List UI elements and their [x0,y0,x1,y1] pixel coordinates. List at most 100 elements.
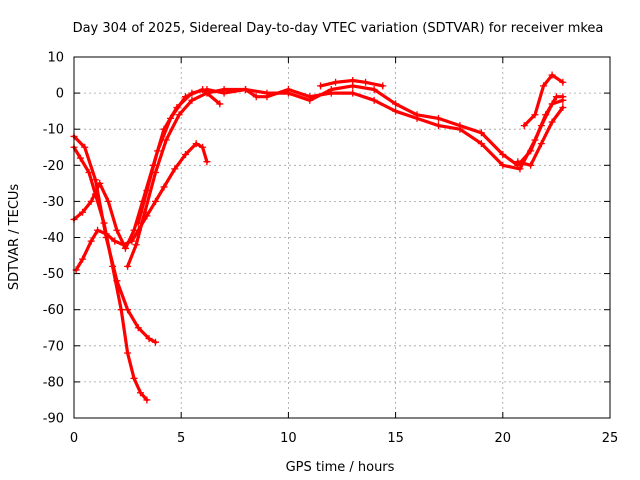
data-point [434,122,442,130]
data-point [166,114,174,122]
data-point [143,396,151,404]
data-point [96,179,104,187]
y-tick-label: -90 [43,412,64,427]
data-point [537,140,545,148]
series-trace-d [72,84,565,250]
x-tick-label: 0 [70,431,78,446]
data-point [171,165,179,173]
data-point [160,183,168,191]
y-tick-label: -50 [43,267,64,282]
data-point [79,255,87,263]
data-point [349,89,357,97]
data-point [349,76,357,84]
data-point [130,226,138,234]
data-point [124,306,132,314]
grid [74,57,610,418]
data-point [85,169,93,177]
data-point [175,111,183,119]
data-point [134,324,142,332]
data-point [104,197,112,205]
data-point [113,226,121,234]
data-point [121,244,129,252]
data-point [499,150,507,158]
data-point [456,125,464,133]
data-point [181,150,189,158]
data-point [136,389,144,397]
data-point [520,122,528,130]
data-point [552,93,560,101]
data-point [143,187,151,195]
y-tick-label: -40 [43,231,64,246]
data-point [531,111,539,119]
x-axis-label: GPS time / hours [286,460,395,475]
data-point [113,277,121,285]
series-trace-e [125,87,565,268]
data-point [87,197,95,205]
y-tick-label: -80 [43,375,64,390]
data-point [540,82,548,90]
data-point [370,85,378,93]
data-layer [70,71,567,404]
x-tick-label: 20 [495,431,512,446]
x-tick-label: 15 [387,431,404,446]
data-point [199,85,207,93]
data-point [117,306,125,314]
data-point [413,114,421,122]
data-point [477,129,485,137]
data-point [151,197,159,205]
data-point [317,82,325,90]
data-point [242,85,250,93]
data-point [124,262,132,270]
y-tick-label: 10 [47,51,64,66]
data-point [559,78,567,86]
data-point [327,89,335,97]
data-point [145,335,153,343]
data-point [220,85,228,93]
data-point [542,111,550,119]
data-point [124,349,132,357]
data-point [132,241,140,249]
data-point [192,140,200,148]
data-point [559,93,567,101]
series-trace-f [136,87,222,225]
data-point [91,176,99,184]
data-point [392,107,400,115]
y-tick-label: -70 [43,339,64,354]
data-point [516,165,524,173]
data-point [434,114,442,122]
data-point [203,158,211,166]
data-point [81,143,89,151]
data-point [499,161,507,169]
x-tick-label: 10 [280,431,297,446]
data-point [332,78,340,86]
data-point [94,226,102,234]
data-point [76,154,84,162]
data-point [531,136,539,144]
chart-title: Day 304 of 2025, Sidereal Day-to-day VTE… [73,21,604,36]
data-point [263,93,271,101]
data-point [284,85,292,93]
data-point [102,230,110,238]
data-point [87,237,95,245]
y-tick-label: -30 [43,195,64,210]
data-point [548,71,556,79]
y-axis-label: SDTVAR / TECUs [7,184,22,291]
data-point [559,104,567,112]
data-point [188,96,196,104]
data-point [199,143,207,151]
y-tick-label: 0 [56,87,64,102]
data-point [306,93,314,101]
data-point [216,100,224,108]
data-point [477,140,485,148]
data-point [548,118,556,126]
data-point [362,78,370,86]
x-tick-label: 25 [602,431,619,446]
data-point [514,158,522,166]
data-point [79,208,87,216]
axis-ticks: 10 0 -10 -20 -30 -40 -50 -60 -70 -80 -90 0 5 10 15 20 25 [43,51,619,447]
data-point [111,237,119,245]
data-point [527,161,535,169]
data-point [154,147,162,155]
data-point [379,82,387,90]
